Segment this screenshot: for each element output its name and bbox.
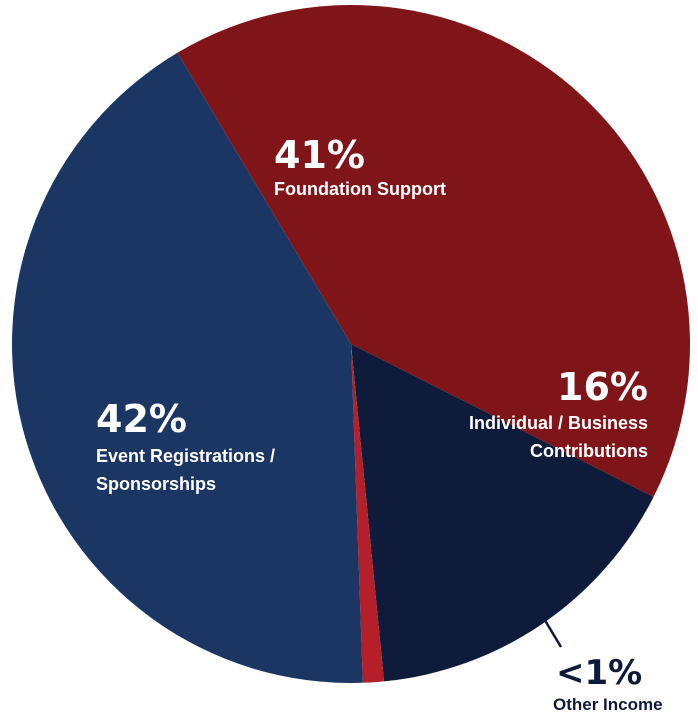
foundation-percent-label: 41% bbox=[274, 133, 365, 177]
individual-category-label-line-1: Individual / Business bbox=[469, 413, 648, 433]
other-percent-label: <1% bbox=[556, 653, 642, 693]
foundation-category-label: Foundation Support bbox=[274, 179, 446, 199]
other-category-label: Other Income bbox=[553, 695, 663, 714]
pie-slice-event bbox=[12, 52, 363, 683]
other-income-leader-line bbox=[538, 611, 563, 648]
event-percent-label: 42% bbox=[96, 397, 187, 441]
pie-slices bbox=[12, 4, 691, 683]
individual-percent-label: 16% bbox=[557, 365, 648, 409]
pie-slice-other bbox=[351, 344, 385, 683]
event-category-label-line-2: Sponsorships bbox=[96, 474, 216, 494]
pie-slice-individual bbox=[351, 344, 654, 682]
event-category-label-line-1: Event Registrations / bbox=[96, 446, 275, 466]
pie-slice-foundation bbox=[177, 4, 691, 497]
individual-category-label-line-2: Contributions bbox=[530, 441, 648, 461]
